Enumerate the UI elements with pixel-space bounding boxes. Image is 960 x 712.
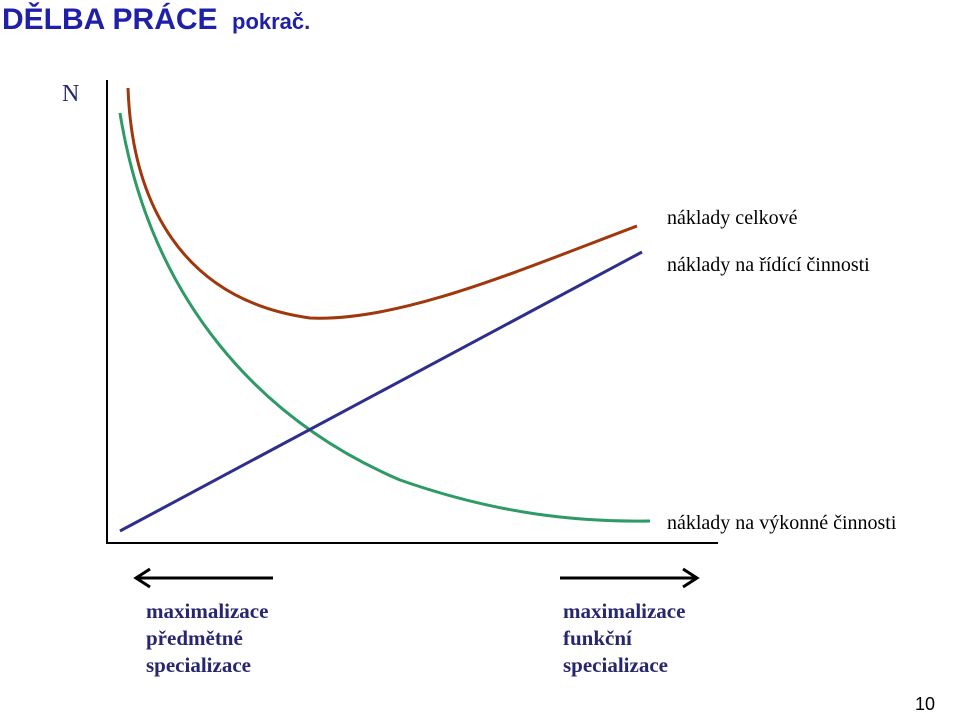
right-arrow: [560, 567, 700, 589]
management-cost-line: [119, 250, 643, 533]
arrow-label: maximalizace: [563, 599, 685, 623]
curve-label: náklady celkové: [667, 207, 798, 229]
left-arrow: [133, 567, 273, 589]
arrow-label: specializace: [563, 653, 668, 677]
axis-label: N: [62, 81, 79, 107]
subtitle: pokrač.: [232, 9, 310, 34]
arrow-label: předmětné: [146, 626, 243, 650]
arrow-label: funkční: [563, 626, 633, 650]
title: DĚLBA PRÁCE: [2, 2, 218, 36]
page-number: 10: [915, 694, 935, 712]
arrow-label: maximalizace: [146, 599, 268, 623]
axes: [106, 80, 718, 544]
arrow-label: specializace: [146, 653, 251, 677]
total-cost-curve: [126, 87, 638, 320]
curve-label: náklady na výkonné činnosti: [667, 512, 897, 534]
executive-cost-curve: [118, 112, 651, 523]
curve-label: náklady na řídící činnosti: [667, 254, 870, 276]
